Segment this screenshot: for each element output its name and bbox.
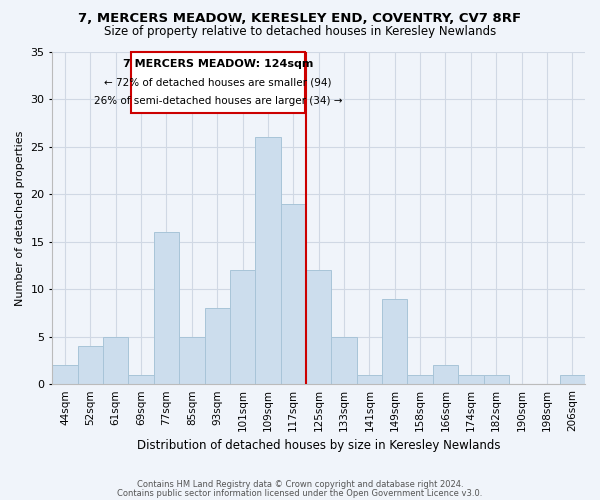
Bar xyxy=(103,336,128,384)
Bar xyxy=(128,374,154,384)
Bar xyxy=(331,336,357,384)
Text: Contains public sector information licensed under the Open Government Licence v3: Contains public sector information licen… xyxy=(118,488,482,498)
Bar xyxy=(179,336,205,384)
Bar xyxy=(281,204,306,384)
X-axis label: Distribution of detached houses by size in Keresley Newlands: Distribution of detached houses by size … xyxy=(137,440,500,452)
Y-axis label: Number of detached properties: Number of detached properties xyxy=(15,130,25,306)
Text: 26% of semi-detached houses are larger (34) →: 26% of semi-detached houses are larger (… xyxy=(94,96,343,106)
Bar xyxy=(433,365,458,384)
Bar xyxy=(407,374,433,384)
Bar xyxy=(205,308,230,384)
Text: 7, MERCERS MEADOW, KERESLEY END, COVENTRY, CV7 8RF: 7, MERCERS MEADOW, KERESLEY END, COVENTR… xyxy=(79,12,521,26)
Bar xyxy=(131,52,305,114)
Bar xyxy=(560,374,585,384)
Bar xyxy=(255,137,281,384)
Bar xyxy=(77,346,103,384)
Bar xyxy=(230,270,255,384)
Bar xyxy=(306,270,331,384)
Bar xyxy=(52,365,77,384)
Text: Size of property relative to detached houses in Keresley Newlands: Size of property relative to detached ho… xyxy=(104,25,496,38)
Text: 7 MERCERS MEADOW: 124sqm: 7 MERCERS MEADOW: 124sqm xyxy=(123,59,313,69)
Bar xyxy=(484,374,509,384)
Bar xyxy=(154,232,179,384)
Text: ← 72% of detached houses are smaller (94): ← 72% of detached houses are smaller (94… xyxy=(104,78,332,88)
Text: Contains HM Land Registry data © Crown copyright and database right 2024.: Contains HM Land Registry data © Crown c… xyxy=(137,480,463,489)
Bar xyxy=(382,298,407,384)
Bar xyxy=(458,374,484,384)
Bar xyxy=(357,374,382,384)
